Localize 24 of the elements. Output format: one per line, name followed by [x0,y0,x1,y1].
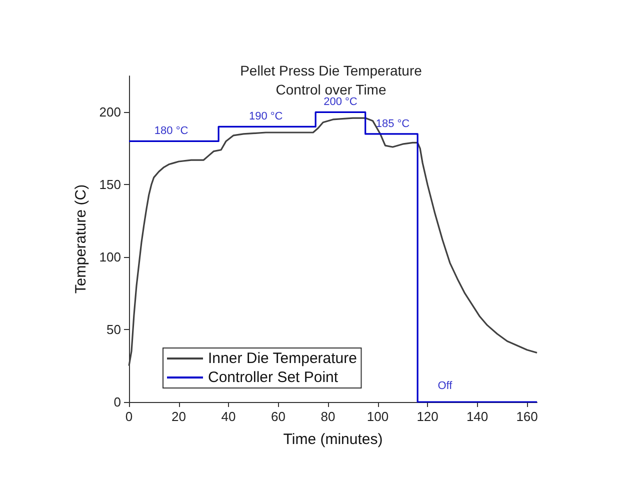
x-tick-label: 40 [221,409,236,424]
x-axis-title: Time (minutes) [283,431,383,448]
x-tick-label: 120 [416,409,438,424]
y-tick-label: 50 [106,322,121,338]
y-axis-title: Temperature (C) [72,184,90,294]
x-tick-label: 0 [125,409,133,424]
annotation: 180 °C [154,125,188,138]
y-tick-label: 100 [99,250,121,265]
x-tick-label: 60 [271,409,286,424]
x-tick-label: 80 [320,409,336,424]
y-tick-label: 150 [99,177,121,192]
y-tick-label: 0 [114,394,121,410]
annotation: Off [438,380,454,392]
x-tick-label: 20 [172,409,186,424]
annotation: 200 °C [324,96,358,108]
chart-title: Pellet Press Die Temperature Control over Time [240,62,422,98]
x-tick-label: 160 [516,409,538,424]
legend-label: Controller Set Point [208,369,339,386]
x-tick-label: 140 [466,409,488,424]
annotation: 185 °C [376,118,410,130]
x-tick-label: 100 [366,409,389,424]
annotation: 190 °C [248,110,283,123]
legend-label: Inner Die Temperature [208,350,357,367]
y-tick-label: 200 [99,104,121,120]
